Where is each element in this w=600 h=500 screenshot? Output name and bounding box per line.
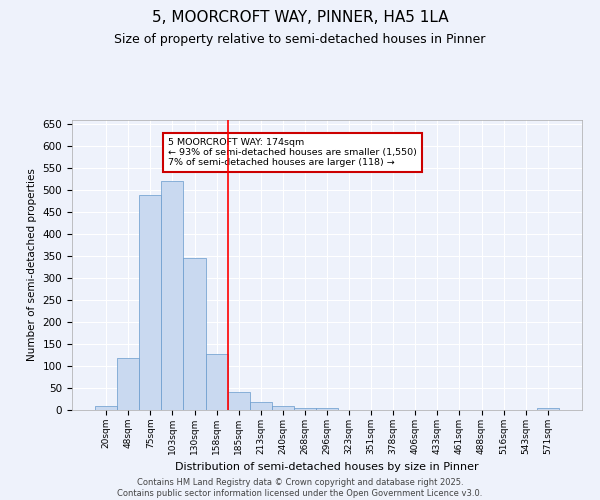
Bar (117, 358, 139, 410)
Bar (250, 402, 272, 410)
X-axis label: Distribution of semi-detached houses by size in Pinner: Distribution of semi-detached houses by … (175, 462, 479, 472)
Bar (139, 194, 161, 410)
Bar (316, 408, 338, 410)
Bar (184, 258, 206, 410)
Text: Contains HM Land Registry data © Crown copyright and database right 2025.
Contai: Contains HM Land Registry data © Crown c… (118, 478, 482, 498)
Text: Size of property relative to semi-detached houses in Pinner: Size of property relative to semi-detach… (115, 32, 485, 46)
Bar (294, 408, 316, 410)
Text: 5 MOORCROFT WAY: 174sqm
← 93% of semi-detached houses are smaller (1,550)
7% of : 5 MOORCROFT WAY: 174sqm ← 93% of semi-de… (168, 138, 417, 168)
Bar (537, 408, 559, 410)
Bar (95, 406, 117, 410)
Bar (206, 354, 227, 410)
Text: 5, MOORCROFT WAY, PINNER, HA5 1LA: 5, MOORCROFT WAY, PINNER, HA5 1LA (152, 10, 448, 25)
Y-axis label: Number of semi-detached properties: Number of semi-detached properties (27, 168, 37, 362)
Bar (227, 392, 250, 410)
Bar (272, 406, 294, 410)
Bar (161, 180, 184, 410)
